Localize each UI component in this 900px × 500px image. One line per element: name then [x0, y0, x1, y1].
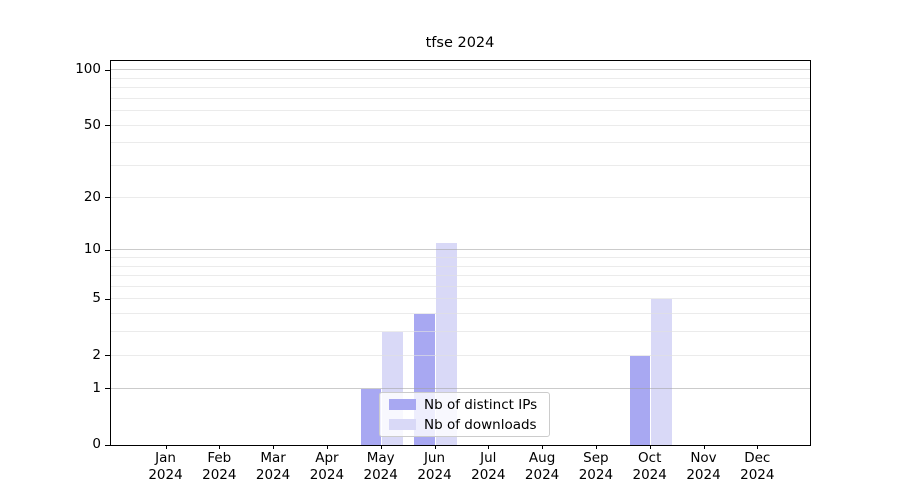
x-tick-12 [757, 445, 759, 449]
bar-nb-of-downloads-oct-2024 [651, 299, 672, 445]
y-tick-label-1: 1 [92, 379, 101, 396]
y-tick-0 [105, 444, 110, 446]
x-tick-4 [326, 445, 328, 449]
x-tick-label-feb-2024: Feb 2024 [202, 450, 237, 483]
y-tick-100 [105, 69, 110, 71]
legend-item-distinct-ips: Nb of distinct IPs [380, 396, 549, 413]
x-tick-label-oct-2024: Oct 2024 [632, 450, 667, 483]
y-tick-20 [105, 197, 110, 199]
bar-nb-of-distinct-ips-may-2024 [360, 388, 382, 445]
y-tick-label-100: 100 [75, 61, 101, 77]
y-tick-label-2: 2 [92, 346, 101, 363]
bar-nb-of-distinct-ips-oct-2024 [629, 355, 651, 445]
y-tick-label-50: 50 [83, 116, 101, 133]
bars-layer [111, 61, 810, 445]
legend-swatch-distinct-ips [389, 399, 416, 410]
y-tick-label-10: 10 [83, 241, 101, 258]
y-tick-label-5: 5 [92, 290, 101, 307]
legend-label-downloads: Nb of downloads [424, 416, 537, 433]
x-tick-3 [273, 445, 275, 449]
y-tick-10 [105, 249, 110, 251]
y-tick-50 [105, 125, 110, 126]
chart-title: tfse 2024 [425, 35, 495, 51]
x-tick-5 [380, 445, 382, 449]
x-tick-label-dec-2024: Dec 2024 [740, 450, 775, 483]
y-tick-5 [105, 298, 110, 300]
y-tick-2 [105, 355, 110, 357]
x-tick-label-mar-2024: Mar 2024 [255, 450, 291, 483]
y-tick-label-20: 20 [83, 188, 101, 205]
legend-label-distinct-ips: Nb of distinct IPs [424, 396, 538, 413]
y-tick-1 [105, 388, 110, 390]
x-tick-label-jun-2024: Jun 2024 [417, 450, 452, 483]
x-tick-label-aug-2024: Aug 2024 [524, 450, 560, 483]
x-tick-8 [542, 445, 544, 449]
x-tick-1 [165, 445, 167, 449]
x-tick-label-nov-2024: Nov 2024 [686, 450, 721, 483]
x-tick-10 [649, 445, 651, 449]
plot-area: Nb of distinct IPs Nb of downloads [110, 60, 811, 446]
x-tick-label-jul-2024: Jul 2024 [471, 450, 506, 483]
legend-swatch-downloads [389, 419, 416, 430]
x-tick-6 [434, 445, 436, 449]
x-tick-11 [703, 445, 705, 449]
x-tick-label-may-2024: May 2024 [363, 450, 398, 483]
y-tick-label-0: 0 [92, 436, 101, 452]
x-tick-label-sep-2024: Sep 2024 [578, 450, 614, 483]
x-tick-2 [219, 445, 221, 449]
legend-item-downloads: Nb of downloads [380, 416, 549, 433]
x-tick-9 [595, 445, 597, 449]
x-tick-label-apr-2024: Apr 2024 [309, 450, 345, 483]
x-tick-7 [488, 445, 490, 449]
x-tick-label-jan-2024: Jan 2024 [148, 450, 183, 483]
legend: Nb of distinct IPs Nb of downloads [379, 392, 550, 437]
